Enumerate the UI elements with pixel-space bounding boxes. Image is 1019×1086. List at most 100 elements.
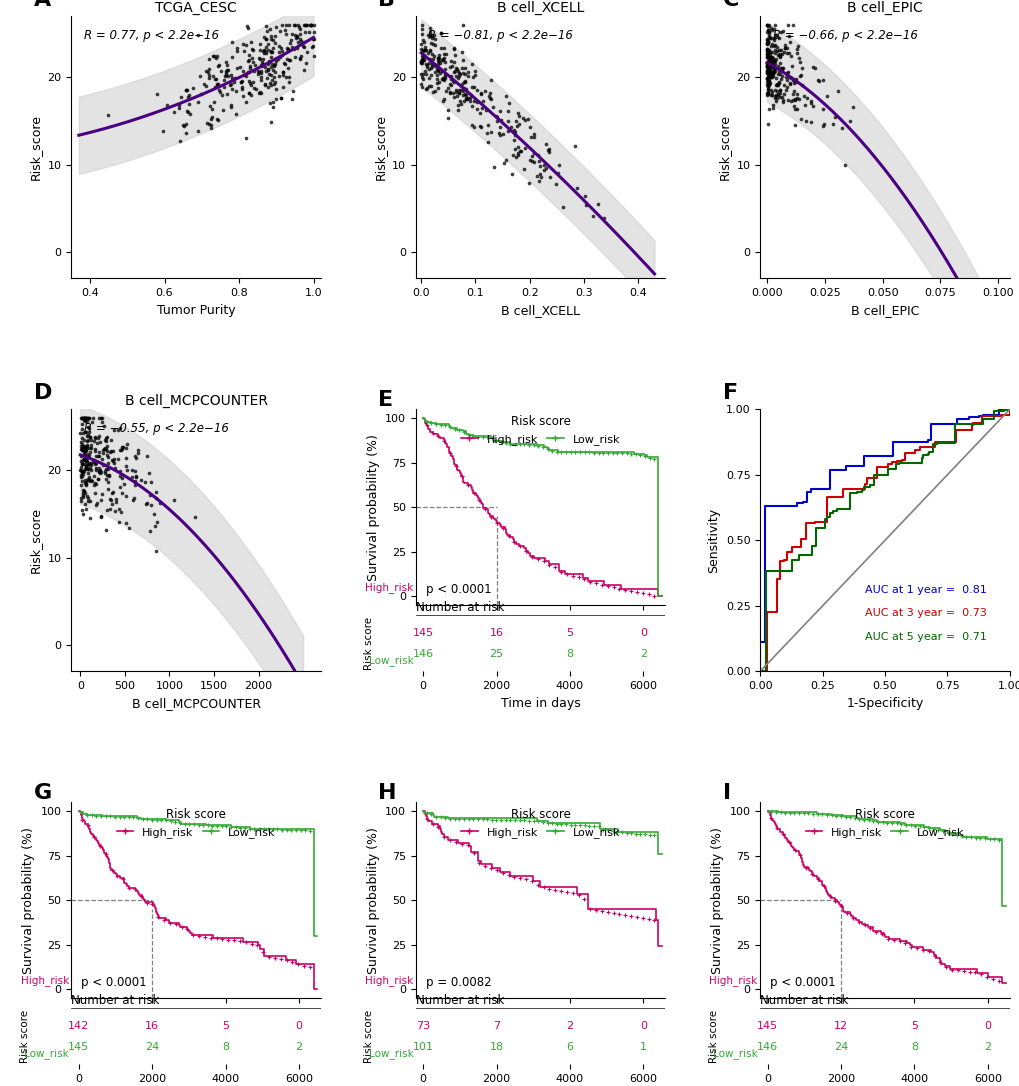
Point: [239, 17, 256, 35]
Point: [76, 455, 93, 472]
Point: [759, 53, 775, 71]
Point: [96, 440, 112, 457]
Point: [149, 514, 165, 531]
Point: [473, 85, 489, 102]
Point: [765, 45, 782, 62]
Text: 73: 73: [416, 1021, 430, 1031]
Point: [75, 463, 92, 480]
Point: [232, 74, 249, 91]
Point: [787, 71, 803, 88]
Text: 2: 2: [983, 1043, 990, 1052]
Point: [536, 156, 552, 174]
Point: [84, 472, 100, 490]
Point: [142, 487, 158, 504]
Point: [793, 76, 809, 93]
Point: [773, 89, 790, 106]
Point: [453, 86, 470, 103]
Text: 145: 145: [68, 1043, 90, 1052]
Text: AUC at 1 year =  0.81: AUC at 1 year = 0.81: [864, 584, 986, 595]
Point: [78, 488, 95, 505]
Point: [453, 64, 470, 81]
Point: [806, 60, 822, 77]
Point: [87, 440, 103, 457]
Point: [758, 71, 774, 88]
Point: [117, 457, 133, 475]
Point: [72, 452, 89, 469]
Point: [82, 493, 98, 510]
Point: [257, 75, 273, 92]
Point: [791, 53, 807, 71]
Point: [285, 40, 302, 58]
Point: [279, 51, 296, 68]
Point: [452, 94, 469, 112]
Point: [78, 459, 95, 477]
Point: [442, 67, 459, 85]
Point: [102, 501, 118, 518]
Point: [535, 161, 551, 178]
Point: [761, 52, 777, 70]
Text: AUC at 5 year =  0.71: AUC at 5 year = 0.71: [864, 632, 986, 642]
Point: [115, 475, 131, 492]
Point: [209, 77, 225, 94]
Point: [425, 50, 441, 67]
Point: [262, 29, 278, 47]
Point: [758, 49, 774, 66]
Point: [252, 50, 268, 67]
Point: [759, 49, 775, 66]
Point: [766, 70, 783, 87]
Point: [88, 475, 104, 492]
Point: [89, 433, 105, 451]
Point: [130, 441, 147, 458]
Point: [286, 26, 303, 43]
Text: 16: 16: [145, 1021, 159, 1031]
Point: [775, 42, 792, 60]
Point: [260, 53, 276, 71]
Point: [446, 62, 463, 79]
Point: [435, 71, 451, 88]
Point: [77, 409, 94, 427]
Point: [773, 22, 790, 39]
Point: [759, 59, 775, 76]
Point: [87, 442, 103, 459]
Point: [205, 67, 221, 85]
Point: [296, 16, 312, 34]
Point: [414, 51, 430, 68]
Point: [81, 419, 97, 437]
Point: [79, 455, 96, 472]
Point: [768, 38, 785, 55]
Point: [423, 58, 439, 75]
Point: [117, 515, 133, 532]
Point: [767, 92, 784, 110]
Point: [567, 137, 583, 154]
Point: [277, 25, 293, 42]
Point: [759, 55, 775, 73]
Point: [242, 51, 258, 68]
Point: [764, 64, 781, 81]
Text: p < 0.0001: p < 0.0001: [82, 976, 147, 989]
Point: [773, 60, 790, 77]
Point: [758, 55, 774, 73]
Point: [222, 66, 238, 84]
X-axis label: B cell_MCPCOUNTER: B cell_MCPCOUNTER: [131, 696, 261, 709]
Point: [237, 93, 254, 111]
Point: [198, 77, 214, 94]
Point: [758, 40, 774, 58]
Point: [277, 16, 293, 34]
Point: [438, 83, 454, 100]
Point: [762, 87, 779, 104]
Point: [480, 117, 496, 135]
Point: [797, 113, 813, 130]
Point: [772, 41, 789, 59]
Point: [433, 71, 449, 88]
Point: [824, 115, 841, 132]
Point: [87, 429, 103, 446]
Point: [427, 63, 443, 80]
Point: [758, 42, 774, 60]
Point: [502, 118, 519, 136]
X-axis label: Time in days: Time in days: [156, 1023, 235, 1036]
Point: [495, 155, 512, 173]
Point: [74, 409, 91, 427]
Point: [109, 451, 125, 468]
Point: [414, 54, 430, 72]
Point: [87, 484, 103, 502]
